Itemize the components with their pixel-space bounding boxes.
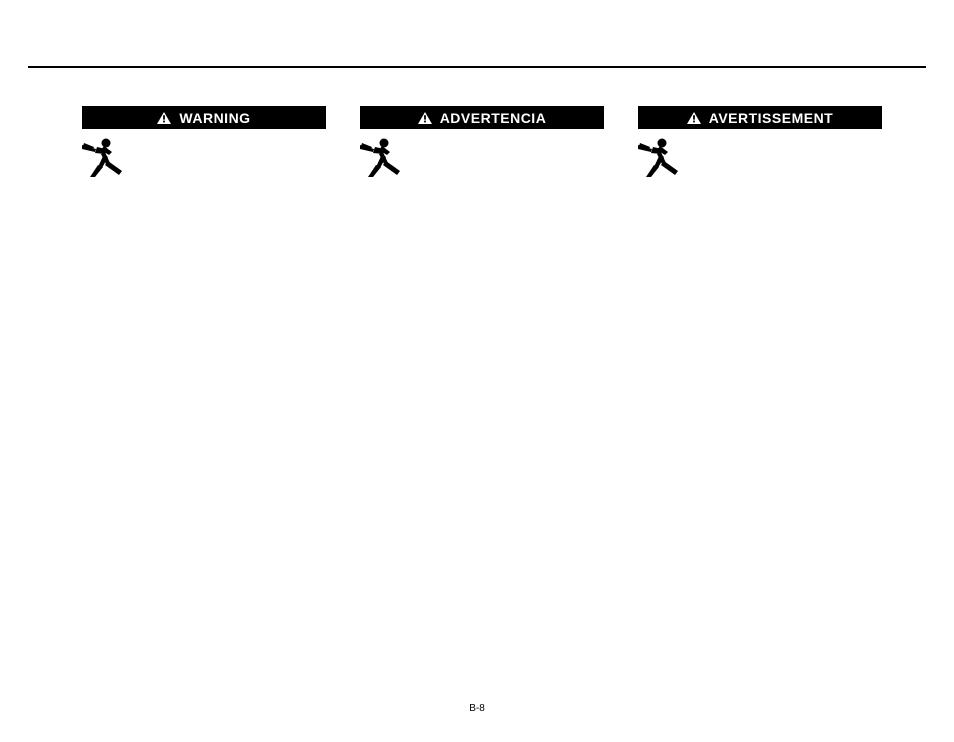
- warning-column-fr: AVERTISSEMENT: [638, 106, 882, 177]
- horizontal-rule: [28, 66, 926, 68]
- warning-bar-es: ADVERTENCIA: [360, 106, 604, 129]
- alert-triangle-icon: [687, 112, 701, 124]
- warning-label-en: WARNING: [179, 110, 250, 126]
- running-person-figure-icon: [360, 137, 406, 177]
- running-person-figure-icon: [82, 137, 128, 177]
- warning-bar-en: WARNING: [82, 106, 326, 129]
- warning-columns: WARNING: [82, 106, 882, 177]
- warning-column-en: WARNING: [82, 106, 326, 177]
- warning-bar-fr: AVERTISSEMENT: [638, 106, 882, 129]
- running-person-figure-icon: [638, 137, 684, 177]
- warning-label-fr: AVERTISSEMENT: [709, 110, 833, 126]
- warning-column-es: ADVERTENCIA: [360, 106, 604, 177]
- alert-triangle-icon: [157, 112, 171, 124]
- document-page: WARNING: [0, 0, 954, 742]
- alert-triangle-icon: [418, 112, 432, 124]
- page-number: B-8: [0, 703, 954, 714]
- warning-label-es: ADVERTENCIA: [440, 110, 547, 126]
